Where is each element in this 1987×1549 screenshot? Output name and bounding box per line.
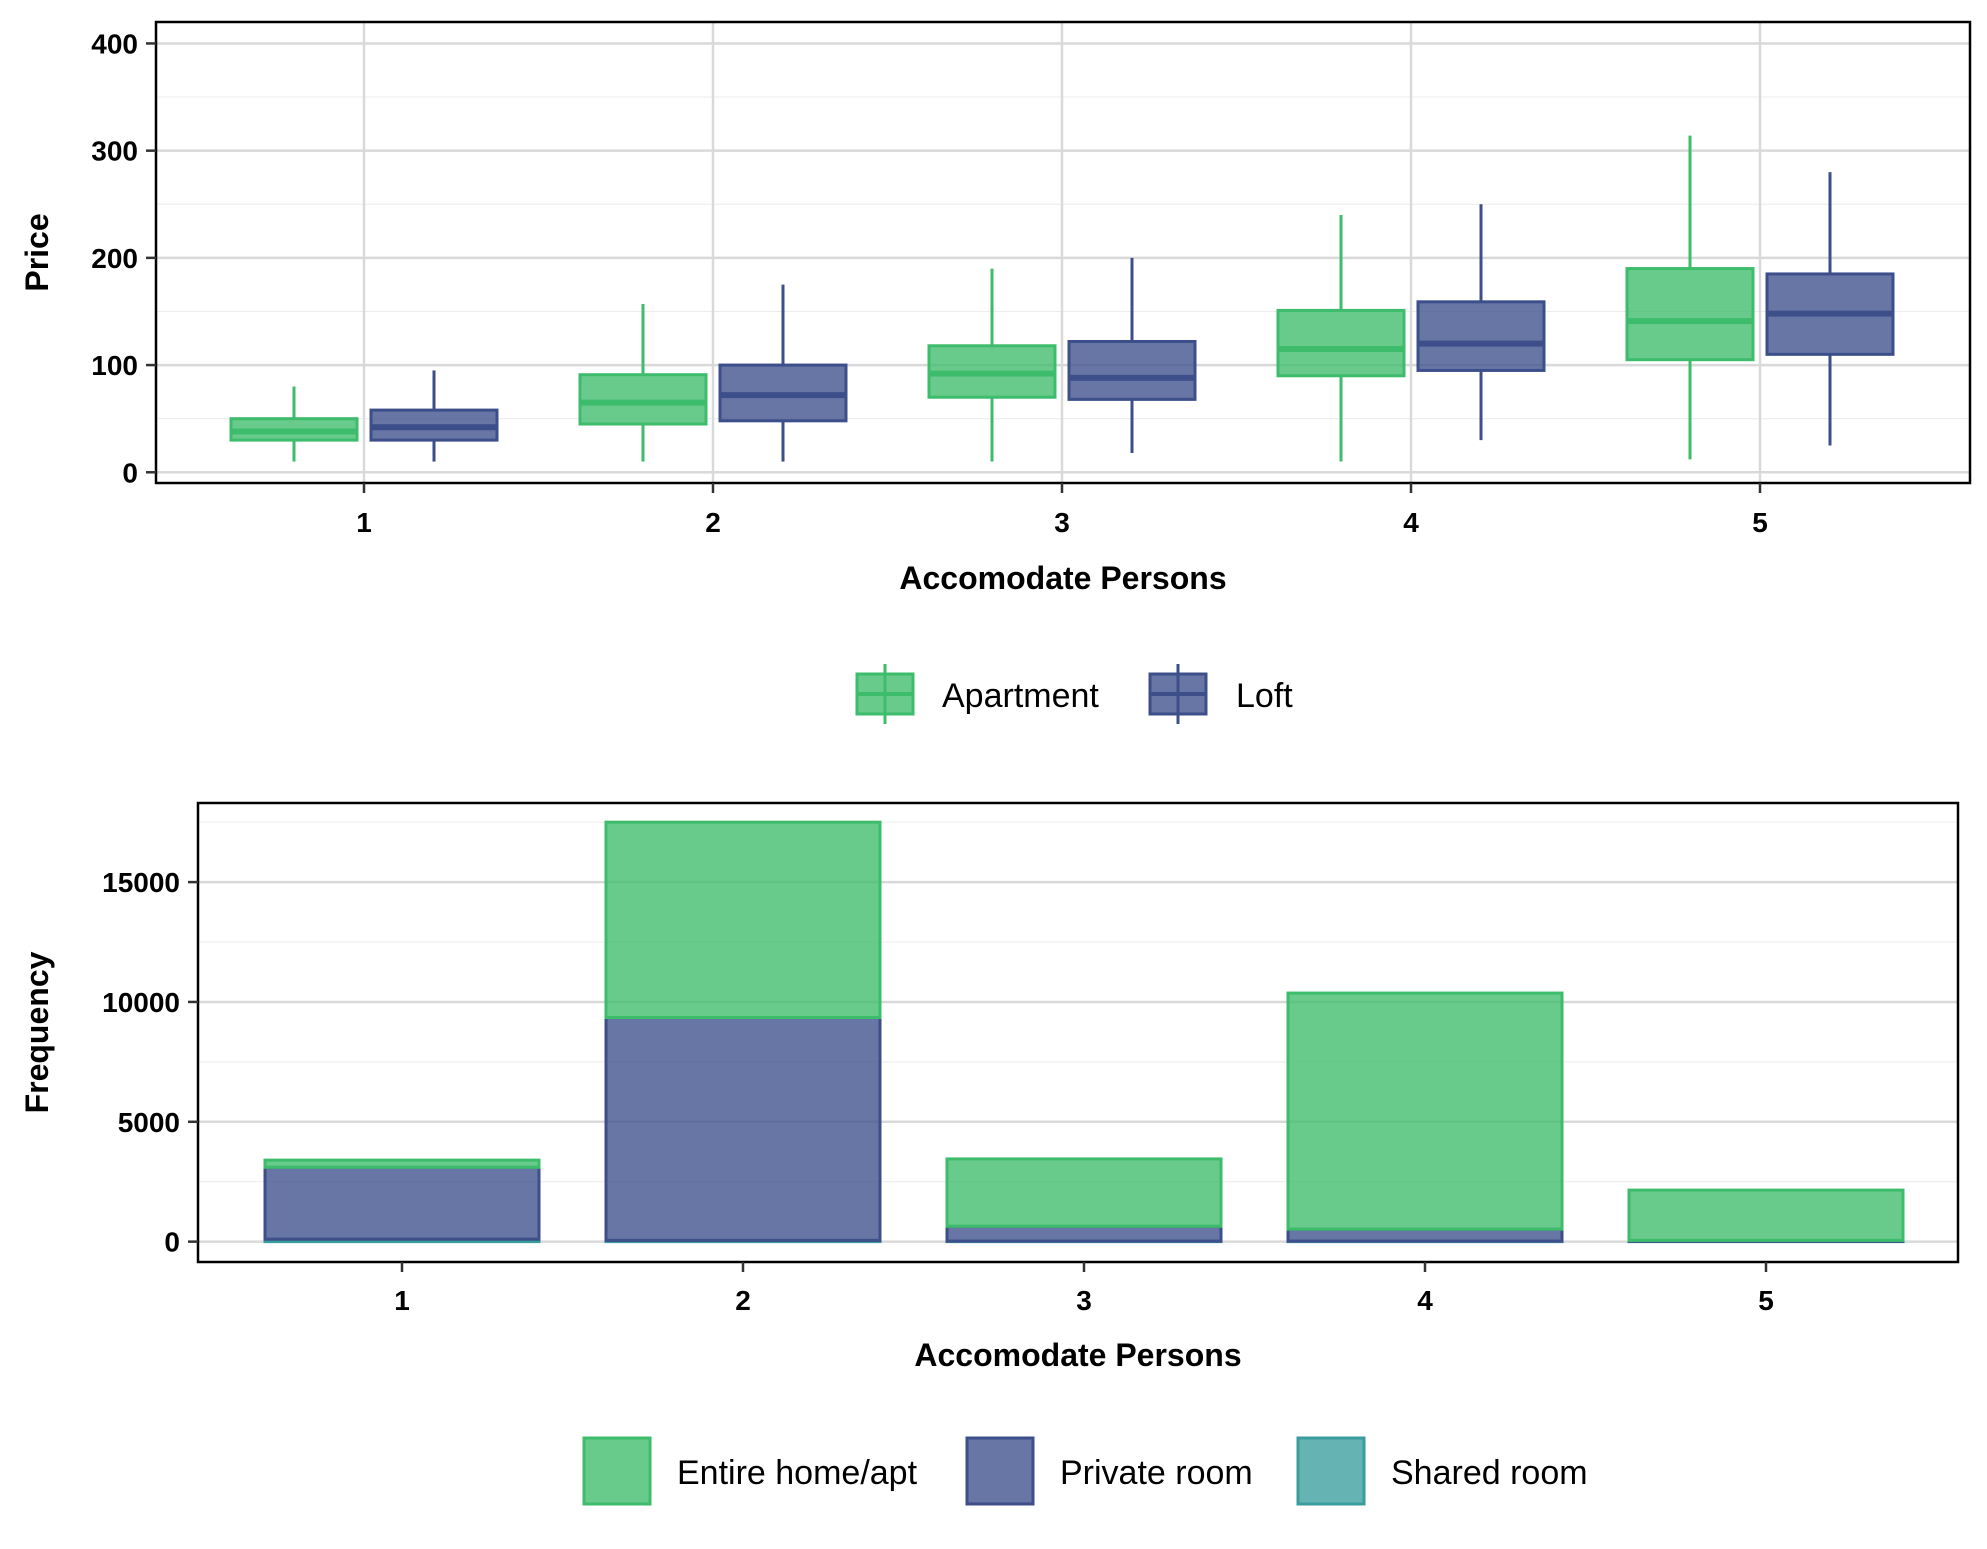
chart2-xtick-label: 4 <box>1417 1285 1433 1316</box>
chart2-bar-segment <box>263 1165 541 1241</box>
chart2-bar-segment <box>1286 1227 1564 1243</box>
chart2-ytick-label: 15000 <box>102 867 180 898</box>
chart2-legend-label: Private room <box>1060 1454 1253 1492</box>
chart2-bar-segment <box>263 1158 541 1169</box>
chart2-bar-segment <box>945 1157 1223 1228</box>
chart1-xtick-label: 1 <box>356 507 372 538</box>
chart2-ytick-label: 0 <box>164 1227 180 1258</box>
chart2-bar-segment <box>945 1224 1223 1243</box>
chart2-bar-segment <box>1286 991 1564 1231</box>
chart1-legend-label: Apartment <box>942 677 1099 715</box>
chart2-legend-key <box>965 1436 1035 1506</box>
chart2-xtick-label: 1 <box>394 1285 410 1316</box>
chart1-xtick-label: 5 <box>1752 507 1768 538</box>
chart2-bar-segment <box>604 1016 882 1242</box>
chart1-ytick-label: 100 <box>91 350 138 381</box>
chart2-legend-key <box>582 1436 652 1506</box>
chart1-box <box>1625 267 1755 362</box>
chart2-legend-key <box>1296 1436 1366 1506</box>
chart2-xtick-label: 3 <box>1076 1285 1092 1316</box>
chart1-ytick-label: 300 <box>91 136 138 167</box>
chart1-y-axis-title: Price <box>19 213 55 291</box>
chart1-box <box>1276 308 1406 378</box>
chart2-ytick-label: 10000 <box>102 987 180 1018</box>
chart2-bar-segment <box>604 820 882 1020</box>
chart2-y-axis-title: Frequency <box>19 951 55 1113</box>
chart2-legend-label: Entire home/apt <box>677 1454 918 1492</box>
chart2-bar-segment <box>1627 1188 1905 1242</box>
chart2-ytick-label: 5000 <box>118 1107 180 1138</box>
chart1-xtick-label: 2 <box>705 507 721 538</box>
chart1-box <box>1067 339 1197 401</box>
chart1-box <box>1416 300 1546 372</box>
chart2-border <box>196 801 1960 1264</box>
chart1-box <box>578 373 708 426</box>
chart2-x-axis-title: Accomodate Persons <box>914 1337 1241 1373</box>
chart2-xtick-label: 5 <box>1758 1285 1774 1316</box>
chart1-ytick-label: 0 <box>122 457 138 488</box>
chart2-legend-label: Shared room <box>1391 1454 1588 1492</box>
chart1-legend-label: Loft <box>1236 677 1293 715</box>
chart1-ytick-label: 200 <box>91 243 138 274</box>
chart1-xtick-label: 3 <box>1054 507 1070 538</box>
chart1-ytick-label: 400 <box>91 28 138 59</box>
chart1-x-axis-title: Accomodate Persons <box>899 560 1226 596</box>
chart2-xtick-label: 2 <box>735 1285 751 1316</box>
chart1-xtick-label: 4 <box>1403 507 1419 538</box>
